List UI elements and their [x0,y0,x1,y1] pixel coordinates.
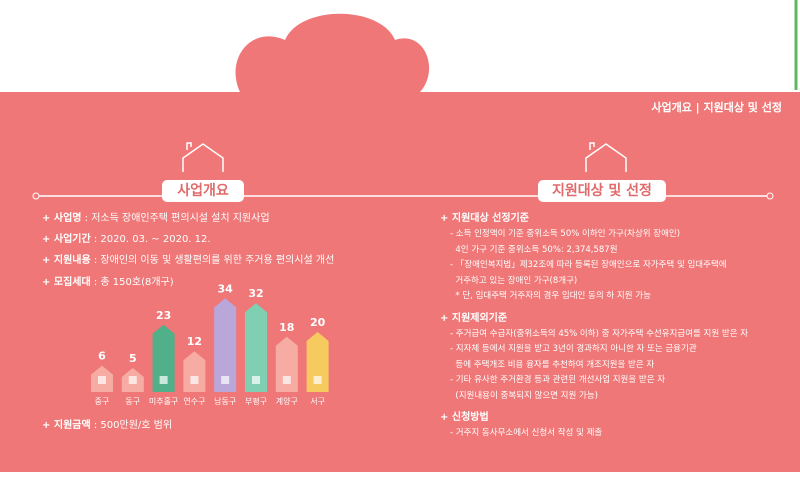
item-text: : 500만원/호 범위 [90,420,173,431]
line: 4인 가구 기준 중위소득 50%: 2,374,587원 [450,244,618,255]
item-text: 지원내용 [53,255,91,266]
house-bar [183,351,206,392]
house-bar [214,298,237,392]
value-label: 23 [156,309,171,322]
window [313,376,322,384]
window [190,376,199,384]
item: + 지원금액 : 500만원/호 범위 [42,420,173,431]
category-label: 계양구 [276,396,298,406]
value-label: 18 [279,321,294,334]
header-title: 사업개요 | 지원대상 및 선정 [651,101,782,114]
item-text: 사업기간 [53,234,91,245]
section-heading: + 지원제외기준 [440,312,508,324]
line: - 기타 유사한 주거환경 등과 관련된 개선사업 지원을 받은 자 [450,375,666,385]
house-bar [245,303,267,392]
line: - 소득 인정액이 기준 중위소득 50% 이하인 가구(차상위 장애인) [450,229,681,239]
category-label: 남동구 [214,397,236,406]
category-label: 부평구 [245,396,267,406]
section-title: 지원대상 및 선정 [538,180,666,202]
window [98,376,106,384]
window [128,376,137,384]
window [159,376,168,384]
item-text: : 총 150호(8개구) [90,277,174,288]
item-text: : 저소득 장애인주택 편의시설 설치 지원사업 [81,213,270,224]
category-label: 중구 [95,397,110,406]
category-label: 연수구 [183,397,205,406]
line: 등에 주택개조 비용 융자를 추천하여 개조지원을 받은 자 [450,359,655,370]
section-title: 사업개요 [162,180,244,202]
item: + 지원내용 : 장애인의 이동 및 생활편의를 위한 주거용 편의시설 개선 [42,255,335,266]
heading: 지원제외기준 [451,312,508,324]
item: + 모집세대 : 총 150호(8개구) [42,277,174,288]
house-chart: 6 중구 5 동구 23 미추홀구 12 연수구 34 남동구 32 부평구 18 계양구 20 서구 [91,282,329,406]
house-bar [152,324,175,392]
heading: 지원대상 선정기준 [451,213,529,224]
line: - 「장애인복지법」제32조에 따라 등록된 장애인으로 자가주택 및 임대주택… [450,260,727,270]
value-label: 5 [129,352,137,365]
line: (지원내용이 중복되지 않으면 지원 가능) [450,390,598,401]
window [252,376,260,384]
value-label: 6 [98,350,106,363]
item-text: 모집세대 [53,277,91,288]
item: + 사업기간 : 2020. 03. ~ 2020. 12. [42,234,211,245]
section-heading: + 신청방법 [440,412,489,423]
line: - 지자체 등에서 지원을 받고 3년이 경과하지 아니한 자 또는 금융기관 [450,344,697,354]
item-text: : 장애인의 이동 및 생활편의를 위한 주거용 편의시설 개선 [90,255,335,266]
category-label: 서구 [310,397,325,406]
section-heading: + 지원대상 선정기준 [440,213,529,224]
item-text: 지원금액 [53,420,91,431]
line: 거주하고 있는 장애인 가구(8개구) [450,275,578,286]
value-label: 34 [218,282,234,295]
value-label: 20 [310,316,326,329]
house-bar [275,336,298,392]
window [282,376,291,384]
category-label: 동구 [125,397,140,406]
line: - 주거급여 수급자(중위소득의 45% 이하) 중 자가주택 수선유지급여를 … [450,328,749,339]
house-bar [306,332,329,392]
value-label: 32 [248,287,263,300]
item-text: 사업명 [53,213,82,224]
heading: 신청방법 [451,412,489,423]
line: * 단, 임대주택 거주자의 경우 임대인 동의 하 지원 가능 [450,291,651,301]
window [221,376,230,384]
item: + 사업명 : 저소득 장애인주택 편의시설 설치 지원사업 [42,213,270,224]
category-label: 미추홀구 [149,396,178,406]
value-label: 12 [187,335,202,348]
item-text: : 2020. 03. ~ 2020. 12. [90,234,211,245]
line: - 거주지 동사무소에서 신청서 작성 및 제출 [450,428,603,438]
